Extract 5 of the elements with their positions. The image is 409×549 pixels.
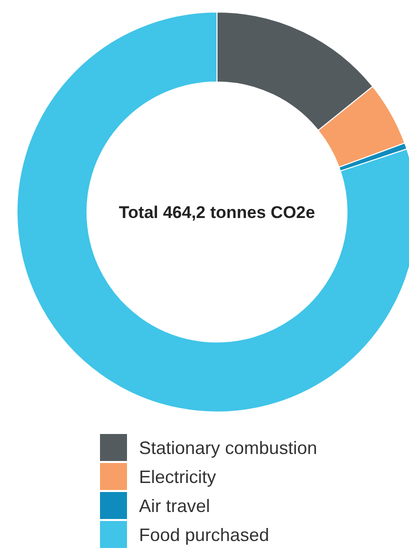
text: Total 464,2 tonnes CO2e	[118, 203, 316, 222]
legend-label: Food purchased	[139, 525, 270, 545]
legend-label: Stationary combustion	[139, 438, 318, 458]
legend-label: Air travel	[139, 496, 210, 516]
legend-label: Electricity	[139, 467, 216, 487]
